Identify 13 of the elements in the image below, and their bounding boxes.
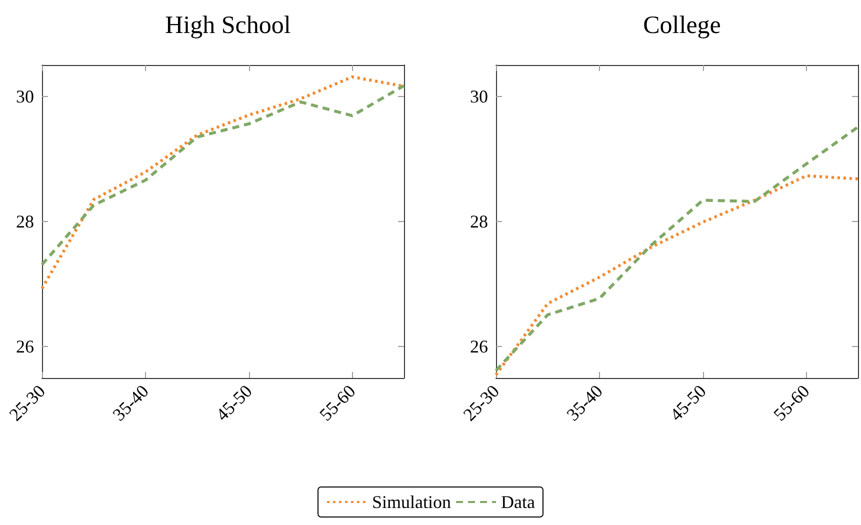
y-tick-label: 26 [16, 336, 34, 357]
chart-title: College [643, 12, 721, 39]
legend-label: Simulation [372, 492, 452, 512]
y-tick-label: 28 [16, 212, 34, 232]
line-series [40, 84, 406, 266]
line-series [494, 125, 860, 372]
y-tick-label: 28 [470, 212, 488, 232]
y-tick-label: 30 [16, 86, 34, 106]
y-tick-label: 26 [470, 336, 488, 357]
legend-label: Data [501, 492, 535, 512]
chart-title: High School [165, 12, 291, 39]
line-series [494, 174, 860, 376]
y-tick-label: 30 [470, 86, 488, 106]
